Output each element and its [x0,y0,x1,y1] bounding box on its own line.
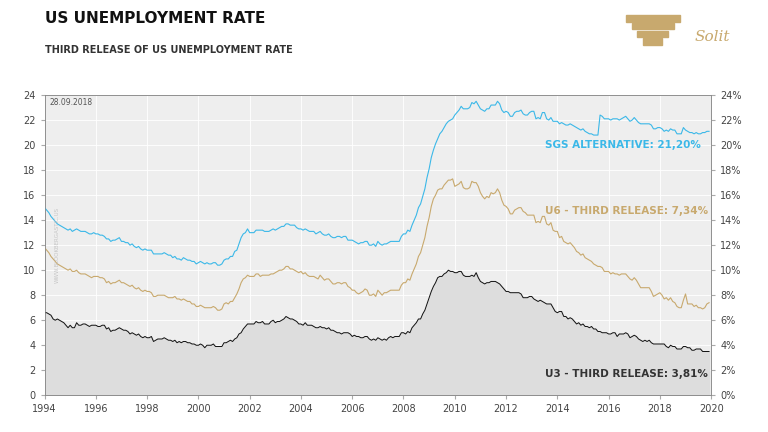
Bar [644,38,662,45]
Text: US UNEMPLOYMENT RATE: US UNEMPLOYMENT RATE [45,11,265,26]
Text: U3 - THIRD RELEASE: 3,81%: U3 - THIRD RELEASE: 3,81% [545,368,707,378]
Text: 28.09.2018: 28.09.2018 [50,98,93,107]
Bar [626,15,680,22]
Text: WWW.BLOOKBERGASTIC.US: WWW.BLOOKBERGASTIC.US [55,207,60,283]
Bar [631,23,674,29]
Bar [637,31,668,37]
Text: Solit: Solit [695,30,730,44]
Text: U6 - THIRD RELEASE: 7,34%: U6 - THIRD RELEASE: 7,34% [545,206,707,216]
Text: THIRD RELEASE OF US UNEMPLOYMENT RATE: THIRD RELEASE OF US UNEMPLOYMENT RATE [45,45,293,55]
Text: SGS ALTERNATIVE: 21,20%: SGS ALTERNATIVE: 21,20% [545,140,700,149]
